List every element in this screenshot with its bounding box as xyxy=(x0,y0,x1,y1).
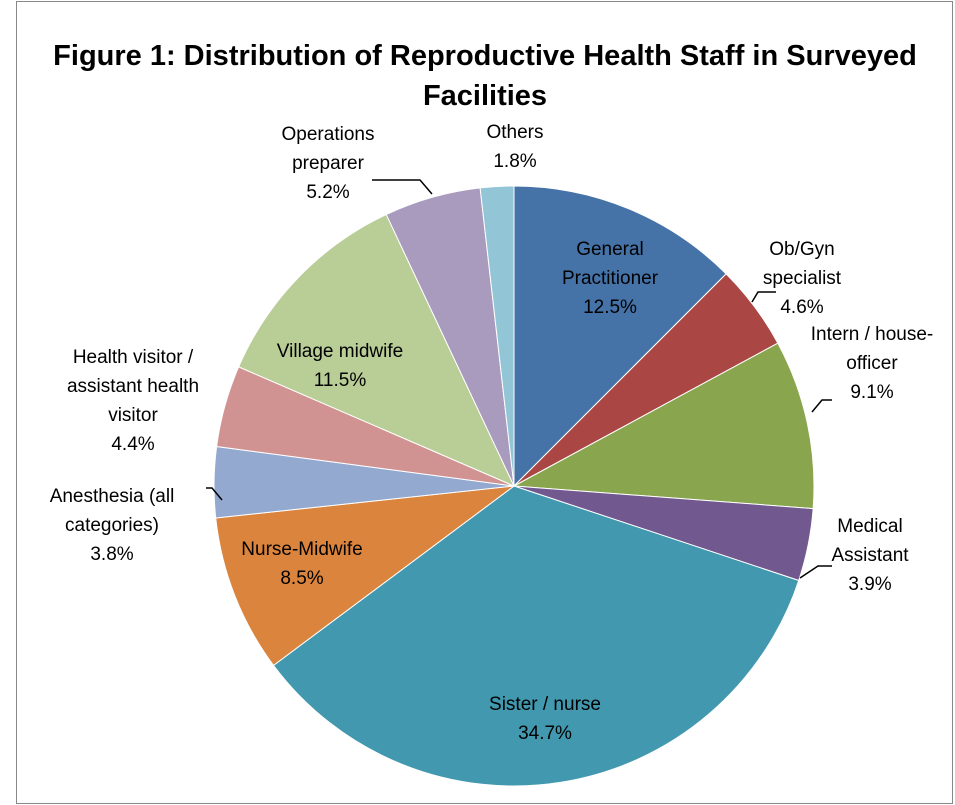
category-label: Intern / house-officer xyxy=(810,324,934,374)
value-label: 1.8% xyxy=(493,151,537,172)
category-label: Health visitor / assistant health visito… xyxy=(66,347,200,426)
category-label: Ob/Gyn specialist xyxy=(762,239,842,289)
leader-line xyxy=(372,179,433,195)
leader-line xyxy=(206,487,223,501)
leader-line xyxy=(799,565,832,579)
value-label: 11.5% xyxy=(313,370,367,391)
category-label: Nurse-Midwife xyxy=(241,539,363,560)
value-label: 9.1% xyxy=(850,382,894,403)
value-label: 8.5% xyxy=(280,568,324,589)
leader-line xyxy=(751,291,776,303)
category-label: Others xyxy=(486,122,544,143)
leader-line xyxy=(811,399,832,413)
slice-label: Anesthesia (all categories) 3.8% xyxy=(37,482,187,569)
pie-slice xyxy=(479,185,515,487)
pie-slice xyxy=(238,213,516,487)
pie-slice xyxy=(272,485,800,787)
pie-slice xyxy=(513,185,727,488)
value-label: 3.9% xyxy=(848,574,892,595)
value-label: 12.5% xyxy=(583,297,637,318)
value-label: 3.8% xyxy=(90,544,134,565)
category-label: Anesthesia (all categories) xyxy=(49,486,175,536)
slice-label: Medical Assistant 3.9% xyxy=(815,512,925,599)
slice-label: Sister / nurse 34.7% xyxy=(445,690,645,748)
chart-title: Figure 1: Distribution of Reproductive H… xyxy=(53,40,917,112)
pie xyxy=(213,185,815,787)
slice-label: Ob/Gyn specialist 4.6% xyxy=(752,235,852,322)
pie-slice xyxy=(215,485,516,667)
leader-lines xyxy=(206,179,832,579)
category-label: Village midwife xyxy=(276,341,404,362)
slice-label: Health visitor / assistant health visito… xyxy=(48,343,218,459)
value-label: 4.4% xyxy=(111,434,155,455)
value-label: 34.7% xyxy=(518,723,572,744)
value-label: 4.6% xyxy=(780,297,824,318)
category-label: Operations preparer xyxy=(281,124,375,174)
chart-border xyxy=(16,1,953,804)
category-label: Sister / nurse xyxy=(489,694,601,715)
value-label: 5.2% xyxy=(306,182,350,203)
pie-slice xyxy=(512,342,815,510)
slice-label: Village midwife 11.5% xyxy=(250,337,430,395)
slice-label: Nurse-Midwife 8.5% xyxy=(222,535,382,593)
slice-label: Intern / house-officer 9.1% xyxy=(797,320,947,407)
category-label: General Practitioner xyxy=(561,239,659,289)
slice-label: Others 1.8% xyxy=(465,118,565,176)
slice-label: Operations preparer 5.2% xyxy=(263,120,393,207)
slice-label: General Practitioner 12.5% xyxy=(540,235,680,322)
category-label: Medical Assistant xyxy=(831,516,909,566)
